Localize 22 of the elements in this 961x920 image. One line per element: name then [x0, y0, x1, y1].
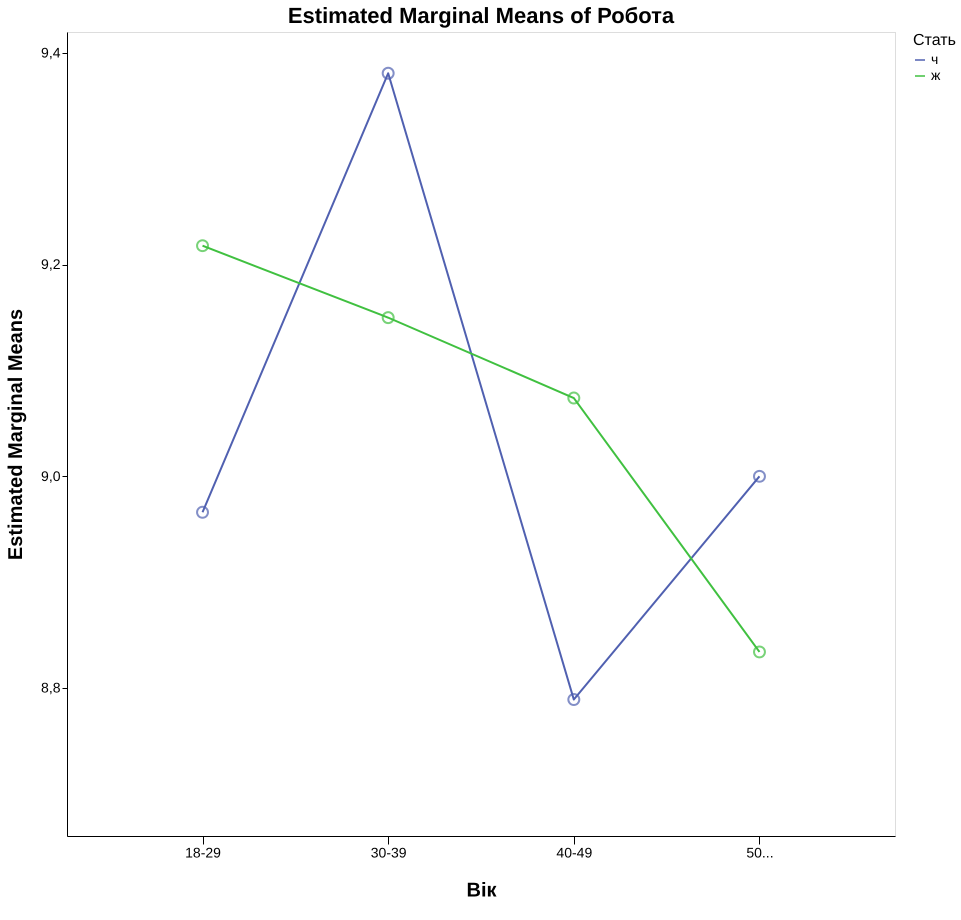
x-axis-title: Вік: [466, 880, 498, 902]
point: [753, 645, 766, 658]
point: [196, 506, 209, 519]
point: [753, 470, 766, 483]
y-axis-title: Estimated Marginal Means: [5, 308, 28, 560]
point: [382, 66, 395, 80]
x-tick-label: 30-39: [370, 844, 407, 860]
legend-label: ж: [931, 67, 941, 83]
point: [567, 392, 580, 404]
y-tick-label: 9,4: [41, 44, 61, 61]
y-tick-label: 8,8: [41, 679, 61, 696]
point: [382, 311, 395, 324]
x-tick-label: 18-29: [185, 844, 222, 860]
y-tick-label: 9,0: [41, 468, 61, 484]
point: [196, 239, 209, 252]
point: [567, 693, 580, 706]
legend-label: ч: [931, 51, 938, 67]
x-tick-label: 50...: [746, 844, 774, 860]
legend-title: Стать: [913, 32, 956, 49]
x-tick-label: 40-49: [556, 844, 592, 860]
y-tick-label: 9,2: [41, 256, 61, 272]
chart-title: Estimated Marginal Means of Робота: [288, 3, 675, 28]
